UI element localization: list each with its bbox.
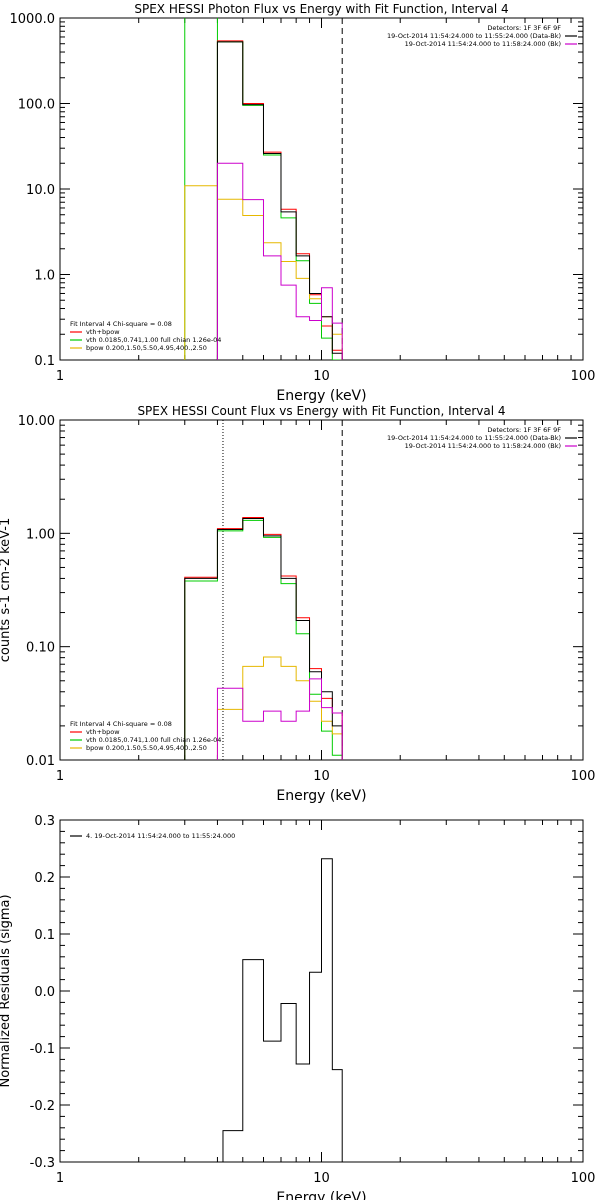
y-tick-label: 0.2 [34, 871, 55, 886]
legend-entry-label: 19-Oct-2014 11:54:24.000 to 11:55:24.000… [387, 32, 561, 40]
series-step-line-vth [216, 41, 343, 360]
y-axis-label: Normalized Residuals (sigma) [0, 894, 13, 1087]
x-axis-label: Energy (keV) [276, 788, 366, 804]
plot-data-area [184, 18, 343, 360]
y-tick-label: 1000.0 [10, 12, 56, 27]
series-step-line-total [216, 40, 343, 360]
x-tick-label: 1 [56, 369, 64, 384]
legend-bottom-left: Fit Interval 4 Chi-square = 0.08vth+bpow… [70, 320, 221, 352]
x-tick-label: 10 [313, 1171, 330, 1186]
x-tick-label: 10 [313, 769, 330, 784]
legend-bottom-left: Fit Interval 4 Chi-square = 0.08vth+bpow… [70, 720, 221, 752]
y-tick-label: 0.3 [34, 814, 55, 829]
plot-panel-1: SPEX HESSI Photon Flux vs Energy with Fi… [10, 2, 596, 404]
y-axis-label: counts s-1 cm-2 keV-1 [0, 518, 13, 663]
x-tick-label: 100 [571, 769, 596, 784]
plot-panel-2: SPEX HESSI Count Flux vs Energy with Fit… [0, 404, 595, 804]
y-tick-label: 0.1 [34, 928, 55, 943]
x-tick-label: 100 [571, 1171, 596, 1186]
legend-entry-label: vth 0.0185,0.741,1.00 full chian 1.26e-0… [86, 336, 221, 344]
y-tick-label: 0.1 [34, 354, 55, 369]
y-tick-label: 1.0 [34, 269, 55, 284]
legend-entry-label: 19-Oct-2014 11:54:24.000 to 11:58:24.000… [405, 442, 561, 450]
x-axis-label: Energy (keV) [276, 1190, 366, 1200]
legend-entry-label: bpow 0.200,1.50,5.50,4.95,400.,2.50 [86, 344, 207, 352]
y-tick-label: 0.0 [34, 985, 55, 1000]
y-tick-label: -0.2 [30, 1099, 55, 1114]
series-step-line-bpow [216, 656, 343, 760]
chart-title: SPEX HESSI Count Flux vs Energy with Fit… [137, 404, 505, 418]
y-tick-label: 0.01 [26, 754, 55, 769]
legend-header: Fit Interval 4 Chi-square = 0.08 [70, 320, 172, 328]
x-tick-label: 10 [313, 369, 330, 384]
legend-entry-label: Detectors: 1F 3F 6F 9F [487, 24, 561, 32]
legend-entry-label: vth 0.0185,0.741,1.00 full chian 1.26e-0… [86, 736, 221, 744]
y-tick-label: 10.00 [18, 414, 55, 429]
legend-entry-label: 19-Oct-2014 11:54:24.000 to 11:55:24.000… [387, 434, 561, 442]
y-tick-label: -0.3 [30, 1156, 55, 1171]
plot-panel-3: Energy (keV) Normalized Residuals (sigma)… [0, 814, 596, 1204]
x-tick-label: 1 [56, 1171, 64, 1186]
y-tick-label: 1.00 [26, 527, 55, 542]
y-tick-label: 10.0 [26, 183, 55, 198]
series-step-line-data [216, 41, 343, 360]
legend-header: Fit Interval 4 Chi-square = 0.08 [70, 720, 172, 728]
x-axis-label: Energy (keV) [276, 388, 366, 404]
legend-top-left: 4. 19-Oct-2014 11:54:24.000 to 11:55:24.… [70, 832, 235, 840]
series-step-line-vth [184, 519, 343, 760]
plot-data-area [222, 858, 343, 1162]
legend-entry-label: bpow 0.200,1.50,5.50,4.95,400.,2.50 [86, 744, 207, 752]
legend-entry-label: Detectors: 1F 3F 6F 9F [487, 426, 561, 434]
x-tick-label: 100 [571, 369, 596, 384]
series-step-line-total [184, 516, 343, 760]
legend-entry-label: vth+bpow [86, 328, 120, 336]
series-step-line-background [216, 162, 343, 360]
y-tick-label: 0.10 [26, 641, 55, 656]
series-step-line-data [184, 518, 343, 760]
series-step-line-background [216, 678, 343, 760]
legend-entry-label: 4. 19-Oct-2014 11:54:24.000 to 11:55:24.… [86, 832, 235, 840]
chart-title: SPEX HESSI Photon Flux vs Energy with Fi… [134, 2, 508, 16]
y-tick-label: 100.0 [18, 98, 55, 113]
legend-entry-label: 19-Oct-2014 11:54:24.000 to 11:58:24.000… [405, 40, 561, 48]
legend-entry-label: vth+bpow [86, 728, 120, 736]
plot-data-area [184, 420, 343, 760]
y-tick-label: -0.1 [30, 1042, 55, 1057]
x-tick-label: 1 [56, 769, 64, 784]
series-step-line-data [222, 858, 343, 1162]
